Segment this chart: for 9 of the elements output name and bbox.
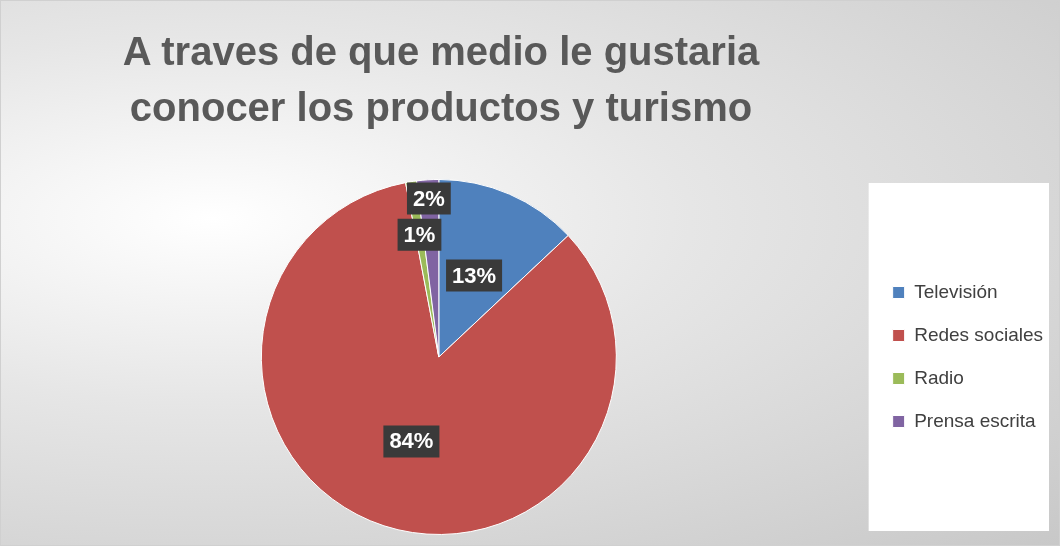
data-label: 13% xyxy=(452,262,497,288)
legend-label: Radio xyxy=(914,366,964,388)
data-label: 84% xyxy=(389,428,434,454)
data-label: 1% xyxy=(403,221,436,247)
legend-label: Redes sociales xyxy=(914,323,1043,345)
chart-title: A traves de que medio le gustaria conocer los productos y turismo xyxy=(121,28,761,131)
legend-label: Prensa escrita xyxy=(914,409,1037,431)
data-label: 2% xyxy=(412,185,445,211)
legend-label: Televisión xyxy=(914,280,998,302)
